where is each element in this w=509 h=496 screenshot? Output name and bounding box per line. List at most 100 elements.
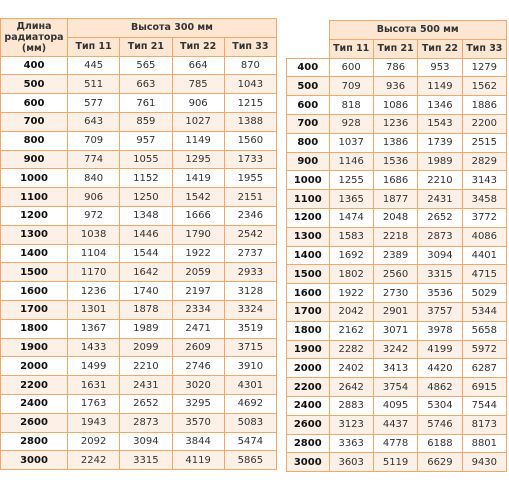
length-cell: 1900 [286, 339, 330, 360]
length-cell: 700 [0, 111, 68, 132]
power-cell: 4401 [461, 245, 508, 266]
power-cell: 1543 [417, 113, 463, 134]
power-cell: 8801 [461, 433, 508, 454]
length-cell: 2600 [0, 412, 68, 433]
power-cell: 1666 [171, 205, 225, 226]
power-cell: 2059 [171, 262, 225, 283]
power-cell: 1279 [461, 57, 508, 78]
power-cell: 1989 [417, 151, 463, 172]
power-cell: 2901 [372, 301, 419, 322]
data-row: 1300 1583 2218 2873 4086 [286, 226, 508, 247]
power-cell: 3295 [171, 393, 225, 414]
power-cell: 4692 [223, 393, 278, 414]
power-cell: 1038 [66, 224, 121, 245]
power-cell: 565 [119, 55, 173, 76]
length-cell: 1100 [286, 189, 330, 209]
power-cell: 4086 [461, 226, 508, 247]
data-row: 1500 1802 2560 3315 4715 [286, 264, 508, 285]
power-cell: 3603 [328, 452, 374, 473]
length-cell: 400 [0, 55, 68, 76]
power-cell: 859 [119, 111, 173, 132]
power-cell: 3315 [119, 450, 173, 471]
data-row: 1200 972 1348 1666 2346 [0, 205, 278, 226]
power-cell: 7544 [461, 395, 508, 416]
length-cell: 2200 [0, 375, 68, 395]
power-cell: 1236 [66, 281, 121, 301]
power-cell: 5972 [461, 339, 508, 360]
data-row: 1000 1255 1686 2210 3143 [286, 170, 508, 191]
power-cell: 3413 [372, 358, 419, 379]
power-cell: 2151 [223, 187, 278, 207]
data-row: 1400 1104 1544 1922 2737 [0, 243, 278, 264]
power-cell: 2210 [417, 170, 463, 191]
data-row: 400 600 786 953 1279 [286, 57, 508, 78]
power-cell: 2542 [223, 224, 278, 245]
power-cell: 1250 [119, 187, 173, 207]
data-row: 3000 2242 3315 4119 5865 [0, 450, 278, 471]
power-cell: 1446 [119, 224, 173, 245]
power-cell: 785 [171, 74, 225, 95]
power-cell: 1348 [119, 205, 173, 226]
power-cell: 3536 [417, 283, 463, 303]
length-cell: 900 [286, 151, 330, 172]
power-cell: 5304 [417, 395, 463, 416]
power-cell: 3071 [372, 320, 419, 341]
power-cell: 3458 [461, 189, 508, 209]
length-cell: 2800 [286, 433, 330, 454]
power-cell: 1255 [328, 170, 374, 191]
power-cell: 2402 [328, 358, 374, 379]
power-cell: 2933 [223, 262, 278, 283]
data-row: 1100 906 1250 1542 2151 [0, 187, 278, 207]
power-cell: 972 [66, 205, 121, 226]
power-cell: 6915 [461, 377, 508, 397]
power-cell: 2431 [119, 375, 173, 395]
power-cell: 1301 [66, 299, 121, 320]
data-row: 1700 2042 2901 3757 5344 [286, 301, 508, 322]
power-cell: 3363 [328, 433, 374, 454]
length-cell: 1000 [0, 168, 68, 189]
power-cell: 3978 [417, 320, 463, 341]
type-header: Тип 21 [372, 38, 419, 59]
power-cell: 2282 [328, 339, 374, 360]
length-cell: 800 [0, 130, 68, 151]
power-cell: 1295 [171, 149, 225, 170]
length-cell: 1600 [286, 283, 330, 303]
power-cell: 1043 [223, 74, 278, 95]
power-cell: 1152 [119, 168, 173, 189]
power-cell: 2515 [461, 132, 508, 153]
power-cell: 3242 [372, 339, 419, 360]
power-cell: 3519 [223, 318, 278, 339]
length-cell: 1500 [286, 264, 330, 285]
data-row: 800 1037 1386 1739 2515 [286, 132, 508, 153]
power-cell: 786 [372, 57, 419, 78]
power-cell: 1367 [66, 318, 121, 339]
power-cell: 5344 [461, 301, 508, 322]
power-cell: 1877 [372, 189, 419, 209]
power-cell: 5474 [223, 431, 278, 452]
data-row: 1800 2162 3071 3978 5658 [286, 320, 508, 341]
power-cell: 1499 [66, 356, 121, 377]
type-header: Тип 33 [461, 38, 508, 59]
power-cell: 761 [119, 93, 173, 113]
power-cell: 4199 [417, 339, 463, 360]
type-header: Тип 22 [417, 38, 463, 59]
data-row: 1600 1922 2730 3536 5029 [286, 283, 508, 303]
power-cell: 1149 [171, 130, 225, 151]
power-cell: 1170 [66, 262, 121, 283]
power-cell: 445 [66, 55, 121, 76]
data-row: 1400 1692 2389 3094 4401 [286, 245, 508, 266]
power-cell: 2200 [461, 113, 508, 134]
length-cell: 2600 [286, 414, 330, 435]
power-cell: 3315 [417, 264, 463, 285]
data-row: 700 643 859 1027 1388 [0, 111, 278, 132]
power-cell: 6287 [461, 358, 508, 379]
power-cell: 4778 [372, 433, 419, 454]
power-cell: 4715 [461, 264, 508, 285]
power-cell: 3757 [417, 301, 463, 322]
power-cell: 3094 [119, 431, 173, 452]
length-cell: 2800 [0, 431, 68, 452]
power-cell: 1955 [223, 168, 278, 189]
power-cell: 577 [66, 93, 121, 113]
corner-header: Длина радиатора (мм) [0, 18, 68, 57]
power-cell: 774 [66, 149, 121, 170]
